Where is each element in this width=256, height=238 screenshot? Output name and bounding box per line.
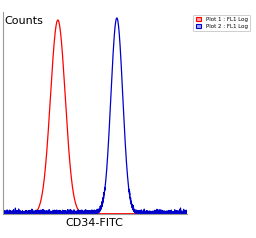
Legend: Plot 1 : FL1 Log, Plot 2 : FL1 Log: Plot 1 : FL1 Log, Plot 2 : FL1 Log (193, 15, 250, 31)
Text: Counts: Counts (4, 16, 43, 26)
X-axis label: CD34-FITC: CD34-FITC (66, 218, 124, 228)
